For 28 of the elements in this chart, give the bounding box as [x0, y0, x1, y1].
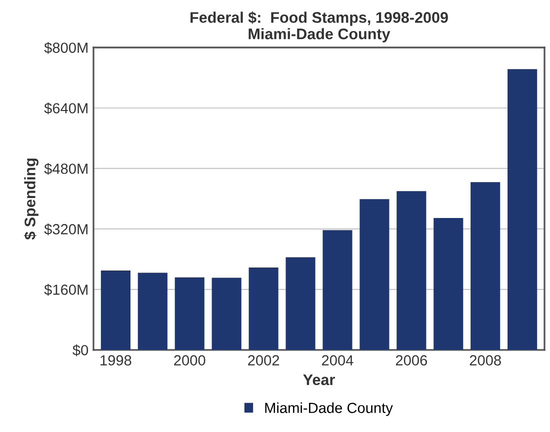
chart-title: Federal $: Food Stamps, 1998-2009 Miami-Dade County [190, 11, 448, 42]
bar [434, 218, 464, 350]
bar [248, 268, 278, 350]
bar [286, 257, 316, 350]
bar [470, 182, 500, 350]
y-tick-label: $160M [44, 284, 88, 296]
x-tick-label: 2008 [470, 355, 501, 366]
y-tick-label: $0 [72, 344, 88, 356]
x-tick-label: 2006 [396, 355, 427, 366]
y-axis-title: $ Spending [24, 158, 38, 240]
bar [360, 199, 390, 350]
y-tick-label: $320M [44, 223, 88, 236]
bar [508, 69, 538, 350]
bar [212, 278, 242, 350]
x-tick-label: 2002 [248, 355, 280, 366]
x-axis-title: Year [303, 374, 335, 386]
x-tick-label: 2004 [322, 355, 354, 366]
bar [138, 272, 168, 350]
y-tick-label: $480M [44, 162, 88, 175]
bar [396, 191, 426, 350]
x-tick-label: 1998 [100, 355, 132, 366]
bar [100, 270, 130, 350]
y-tick-label: $800M [44, 42, 88, 54]
y-tick-label: $640M [44, 102, 88, 114]
legend-label: Miami-Dade County [265, 402, 393, 416]
x-tick-label: 2000 [174, 355, 206, 366]
bar [322, 230, 352, 350]
bar [174, 277, 204, 350]
